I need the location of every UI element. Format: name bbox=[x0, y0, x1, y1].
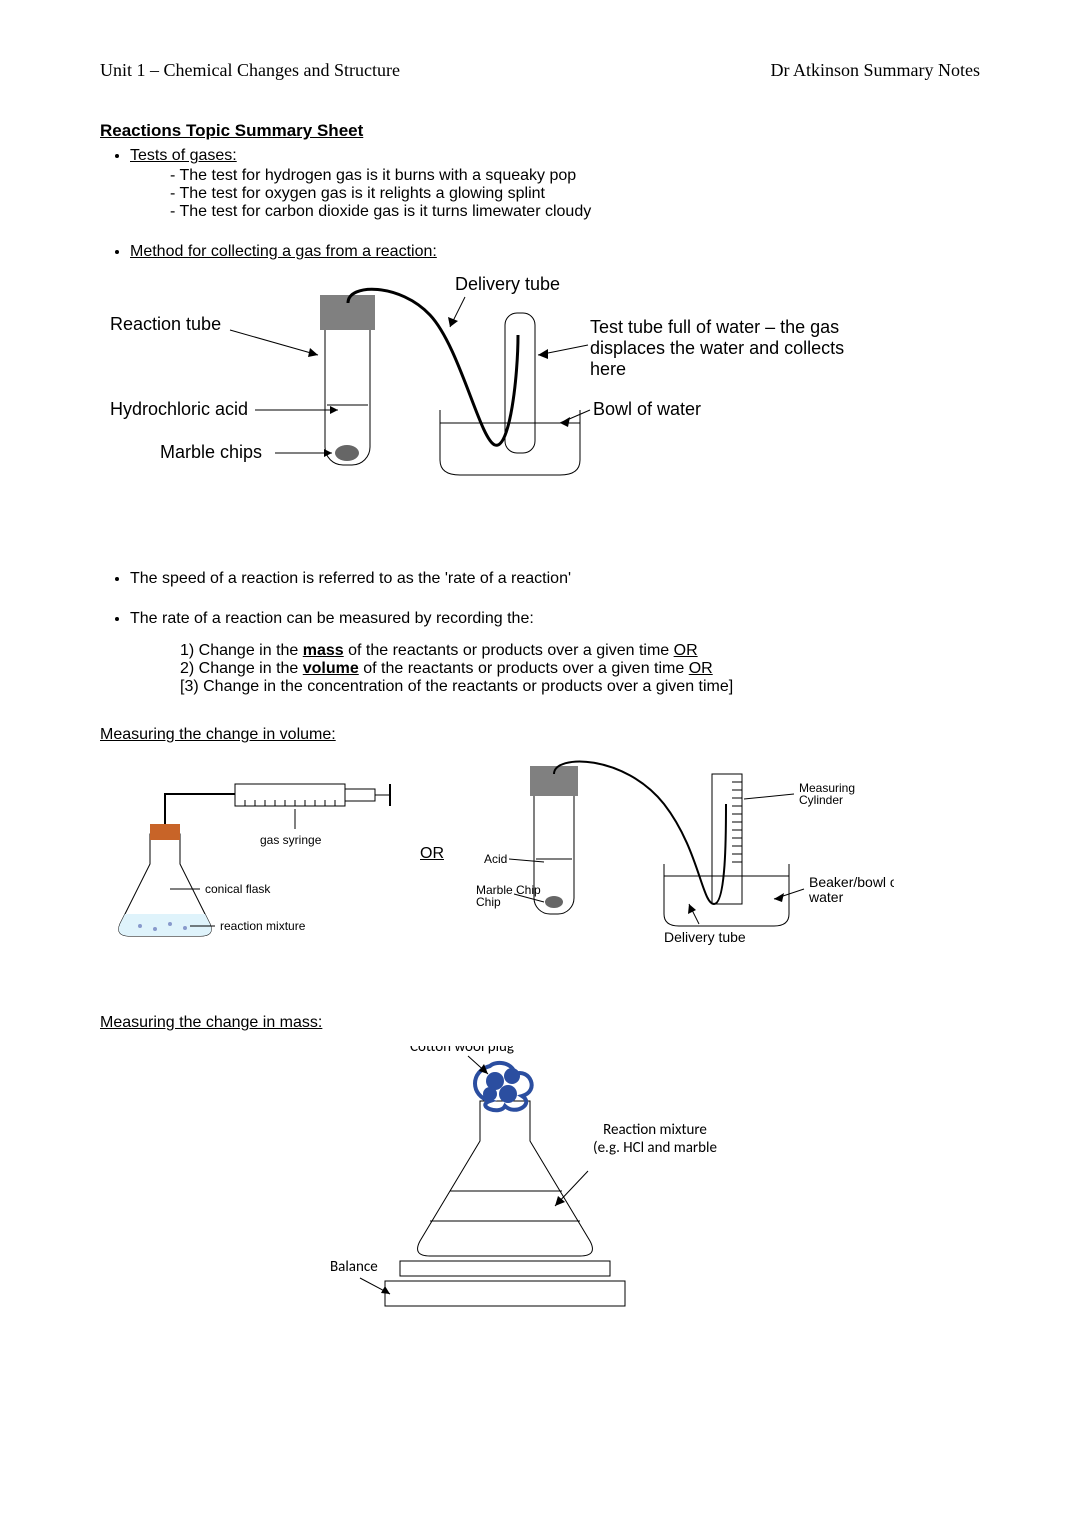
mass-title: Measuring the change in mass: bbox=[100, 1014, 980, 1032]
sheet-title: Reactions Topic Summary Sheet bbox=[100, 121, 980, 141]
rate-item-3: [3) Change in the concentration of the r… bbox=[180, 678, 980, 696]
label-acid: Acid bbox=[484, 852, 507, 866]
label-mixture3: Reaction mixture (e.g. HCl and marble bbox=[590, 1121, 720, 1157]
header-left: Unit 1 – Chemical Changes and Structure bbox=[100, 60, 400, 81]
label-reaction-mixture: reaction mixture bbox=[220, 919, 306, 933]
rate-item-1: 1) Change in the mass of the reactants o… bbox=[180, 642, 980, 660]
label-marble-chips: Marble chips bbox=[160, 442, 262, 462]
label-delivery-tube: Delivery tube bbox=[455, 275, 560, 294]
label-bowl: Bowl of water bbox=[593, 399, 701, 419]
label-conical-flask: conical flask bbox=[205, 882, 271, 896]
label-hcl: Hydrochloric acid bbox=[110, 399, 248, 419]
label-delivery-2: Delivery tube bbox=[664, 929, 746, 945]
rate-bullet: The rate of a reaction can be measured b… bbox=[130, 610, 980, 696]
diagram-measuring-cylinder: Acid Marble Chip Chip Measuring Cylinder… bbox=[464, 754, 894, 954]
or-label: OR bbox=[420, 845, 444, 863]
method-bullet: Method for collecting a gas from a react… bbox=[130, 243, 980, 261]
label-test-tube-full: Test tube full of water – the gas displa… bbox=[590, 317, 850, 380]
volume-title: Measuring the change in volume: bbox=[100, 726, 980, 744]
header-right: Dr Atkinson Summary Notes bbox=[771, 60, 981, 81]
test-co2: The test for carbon dioxide gas is it tu… bbox=[170, 203, 980, 221]
speed-bullet: The speed of a reaction is referred to a… bbox=[130, 570, 980, 588]
svg-text:Chip: Chip bbox=[476, 895, 501, 909]
label-beaker-1: Beaker/bowl of bbox=[809, 874, 894, 890]
label-balance: Balance bbox=[330, 1258, 378, 1276]
rate-item-2: 2) Change in the volume of the reactants… bbox=[180, 660, 980, 678]
tests-heading: Tests of gases: bbox=[130, 147, 237, 164]
diagram-mass-balance: Cotton wool plug Reaction mixture (e.g. … bbox=[100, 1046, 980, 1321]
test-hydrogen: The test for hydrogen gas is it burns wi… bbox=[170, 167, 980, 185]
label-reaction-tube: Reaction tube bbox=[110, 314, 221, 334]
tests-bullet: Tests of gases: The test for hydrogen ga… bbox=[130, 147, 980, 221]
diagram-volume-row: gas syringe conical flask reaction mixtu… bbox=[100, 754, 980, 954]
diagram-gas-syringe: gas syringe conical flask reaction mixtu… bbox=[100, 754, 400, 954]
label-cylinder-2: Cylinder bbox=[799, 793, 843, 807]
method-heading: Method for collecting a gas from a react… bbox=[130, 243, 437, 260]
test-oxygen: The test for oxygen gas is it relights a… bbox=[170, 185, 980, 203]
page-header: Unit 1 – Chemical Changes and Structure … bbox=[100, 60, 980, 81]
label-gas-syringe: gas syringe bbox=[260, 833, 322, 847]
label-cotton: Cotton wool plug bbox=[410, 1046, 514, 1056]
label-beaker-2: water bbox=[808, 889, 844, 905]
diagram-gas-collection: Reaction tube Delivery tube Hydrochloric… bbox=[100, 275, 980, 540]
tests-list: The test for hydrogen gas is it burns wi… bbox=[170, 167, 980, 221]
